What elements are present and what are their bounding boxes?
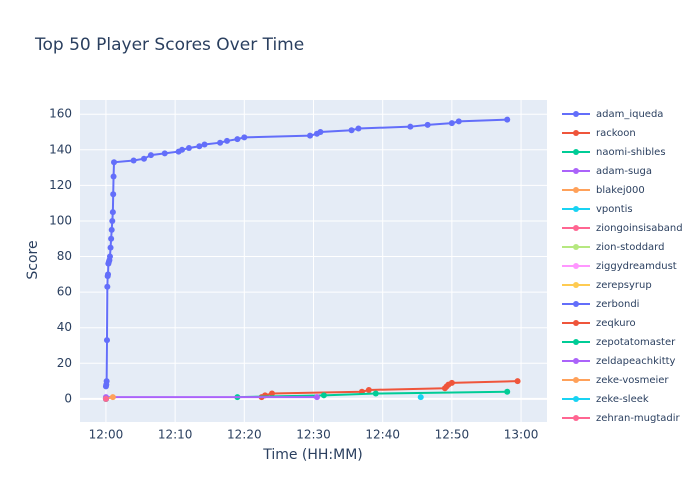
- legend-label: zerbondi: [596, 299, 639, 310]
- data-point: [514, 378, 521, 385]
- legend-swatch: [573, 415, 579, 421]
- data-point: [424, 121, 431, 128]
- legend-label: ziongoinsisaband: [596, 223, 683, 234]
- chart-title: Top 50 Player Scores Over Time: [34, 35, 304, 55]
- legend-label: zeke-sleek: [596, 394, 649, 405]
- y-tick-label: 20: [57, 356, 72, 370]
- legend-swatch: [573, 301, 579, 307]
- legend-swatch: [573, 320, 579, 326]
- legend-label: rackoon: [596, 128, 636, 139]
- data-point: [108, 226, 115, 233]
- legend-label: vpontis: [596, 204, 633, 215]
- data-point: [407, 123, 414, 130]
- data-point: [103, 337, 110, 344]
- data-point: [109, 217, 116, 224]
- data-point: [448, 379, 455, 386]
- y-tick-label: 80: [57, 249, 72, 263]
- data-point: [111, 159, 118, 166]
- data-point: [103, 378, 110, 385]
- legend-label: naomi-shibles: [596, 147, 666, 158]
- legend-swatch: [573, 396, 579, 402]
- legend-label: adam-suga: [596, 166, 652, 177]
- data-point: [106, 253, 113, 260]
- legend-swatch: [573, 111, 579, 117]
- legend-label: adam_iqueda: [596, 109, 663, 120]
- x-tick-label: 13:00: [504, 428, 539, 442]
- data-point: [110, 173, 117, 180]
- legend-label: zeke-vosmeier: [596, 375, 669, 386]
- y-tick-label: 140: [49, 142, 72, 156]
- data-point: [504, 116, 511, 123]
- data-point: [317, 129, 324, 136]
- legend-swatch: [573, 149, 579, 155]
- x-tick-label: 12:50: [435, 428, 470, 442]
- legend-swatch: [573, 377, 579, 383]
- data-point: [268, 390, 275, 397]
- data-point: [104, 283, 111, 290]
- legend-swatch: [573, 339, 579, 345]
- y-tick-label: 0: [64, 391, 72, 405]
- y-axis-title: Score: [25, 240, 41, 279]
- x-tick-label: 12:00: [89, 428, 124, 442]
- data-point: [201, 141, 208, 148]
- data-point: [196, 143, 203, 150]
- data-point: [355, 125, 362, 132]
- legend-swatch: [573, 282, 579, 288]
- y-tick-label: 100: [49, 213, 72, 227]
- data-point: [109, 394, 116, 401]
- y-tick-label: 160: [49, 107, 72, 121]
- data-point: [417, 394, 424, 401]
- data-point: [455, 118, 462, 125]
- x-tick-label: 12:20: [227, 428, 262, 442]
- legend-label: zerepsyrup: [596, 280, 652, 291]
- legend-swatch: [573, 168, 579, 174]
- data-point: [179, 146, 186, 153]
- x-tick-label: 12:10: [158, 428, 193, 442]
- data-point: [147, 152, 154, 159]
- legend-label: ziggydreamdust: [596, 261, 677, 272]
- data-point: [372, 390, 379, 397]
- legend-swatch: [573, 187, 579, 193]
- data-point: [105, 271, 112, 278]
- legend-swatch: [573, 206, 579, 212]
- data-point: [108, 235, 115, 242]
- legend-label: blakej000: [596, 185, 645, 196]
- legend-swatch: [573, 263, 579, 269]
- data-point: [313, 394, 320, 401]
- legend-label: zeqkuro: [596, 318, 636, 329]
- data-point: [234, 136, 241, 143]
- data-point: [320, 392, 327, 399]
- data-point: [217, 139, 224, 146]
- data-point: [140, 155, 147, 162]
- legend-label: zehran-mugtadir: [596, 413, 681, 424]
- legend-swatch: [573, 358, 579, 364]
- data-point: [107, 244, 114, 251]
- data-point: [109, 209, 116, 216]
- y-tick-label: 120: [49, 178, 72, 192]
- data-point: [448, 120, 455, 127]
- data-point: [130, 157, 137, 164]
- legend-swatch: [573, 225, 579, 231]
- data-point: [307, 132, 314, 139]
- y-tick-label: 40: [57, 320, 72, 334]
- data-point: [110, 191, 117, 198]
- data-point: [241, 134, 248, 141]
- legend-label: zepotatomaster: [596, 337, 676, 348]
- x-axis-title: Time (HH:MM): [262, 447, 363, 463]
- data-point: [224, 137, 231, 144]
- data-point: [185, 145, 192, 152]
- data-point: [365, 386, 372, 393]
- y-tick-label: 60: [57, 285, 72, 299]
- data-point: [161, 150, 168, 157]
- legend-label: zeldapeachkitty: [596, 356, 676, 367]
- data-point: [504, 388, 511, 395]
- data-point: [348, 127, 355, 134]
- x-tick-label: 12:30: [296, 428, 331, 442]
- data-point: [102, 395, 109, 402]
- legend-label: zion-stoddard: [596, 242, 664, 253]
- legend-swatch: [573, 244, 579, 250]
- legend-swatch: [573, 130, 579, 136]
- x-tick-label: 12:40: [365, 428, 400, 442]
